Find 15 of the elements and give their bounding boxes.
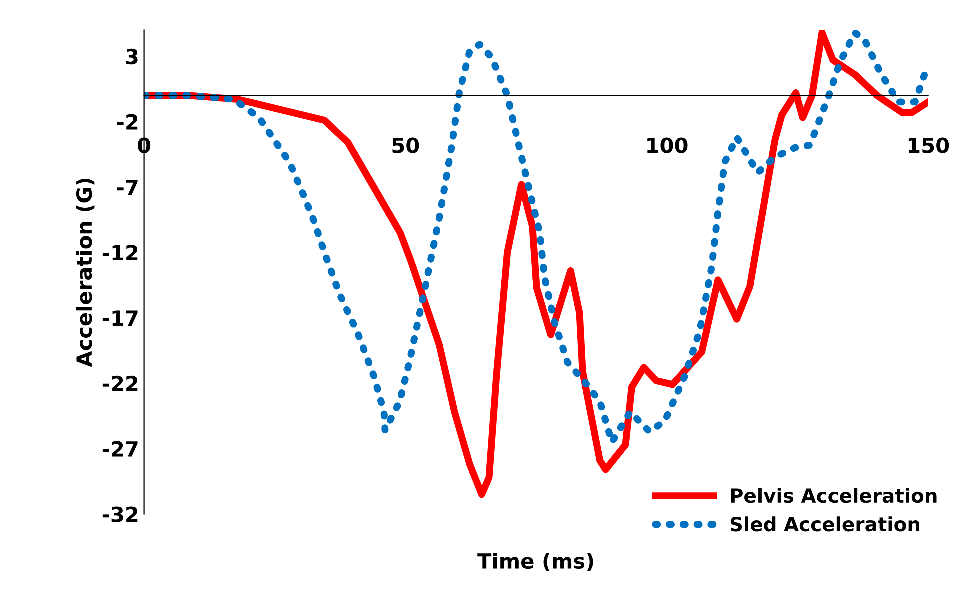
legend-label: Sled Acceleration [730,516,920,532]
y-tick-label: -12 [102,245,138,261]
x-tick-label: 50 [392,138,420,154]
y-axis-title: Acceleration (G) [76,178,95,368]
x-tick-label: 100 [648,138,688,154]
y-tick-label: -27 [102,441,138,457]
y-tick-label: -7 [117,180,138,196]
legend-label: Pelvis Acceleration [731,488,937,504]
y-tick-label: -22 [102,376,138,392]
y-tick-label: -17 [102,310,138,326]
y-tick-label: -2 [117,114,138,130]
x-axis-title: Time (ms) [478,552,594,572]
x-tick-label: 150 [908,138,950,154]
y-tick-label: -32 [102,506,138,522]
y-tick-label: 3 [126,48,138,65]
